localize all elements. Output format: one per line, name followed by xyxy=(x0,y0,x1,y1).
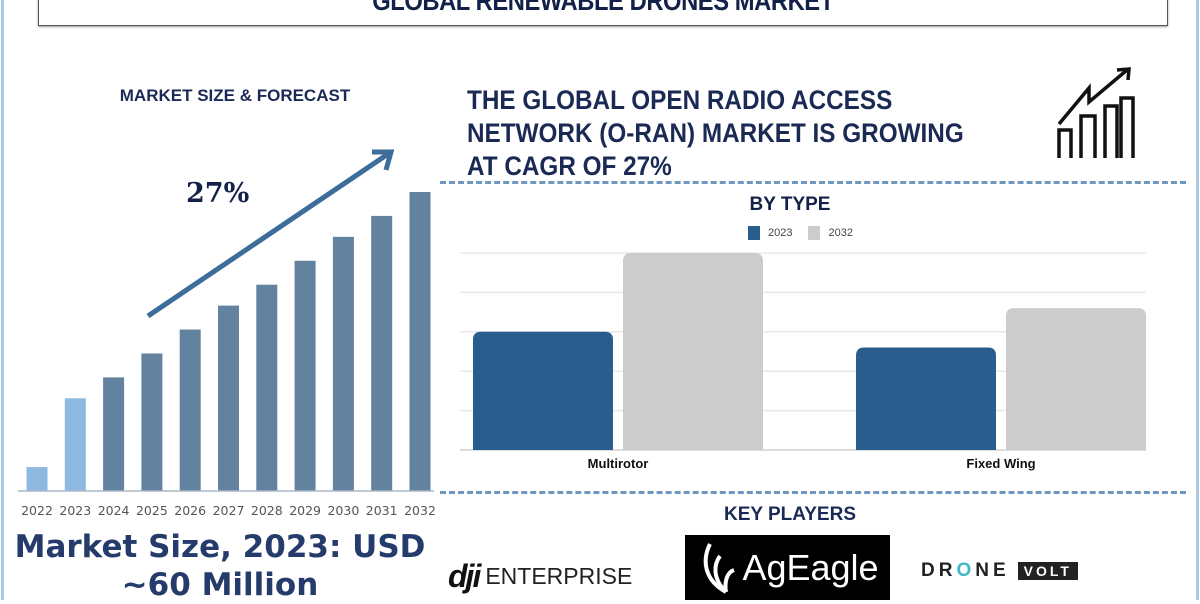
bar-2026 xyxy=(179,329,201,491)
cagr-label: 27% xyxy=(186,178,250,209)
cagr-headline: THE GLOBAL OPEN RADIO ACCESS NETWORK (O-… xyxy=(467,84,1007,183)
x-tick-label: 2032 xyxy=(404,503,436,518)
bar-2030 xyxy=(332,236,354,491)
legend-item-2032: 2032 xyxy=(808,226,853,240)
legend-label: 2032 xyxy=(828,227,853,239)
ageagle-logo: AgEagle xyxy=(685,535,890,600)
headline-line: NETWORK (O-RAN) MARKET IS GROWING xyxy=(467,118,964,148)
bar-2023 xyxy=(64,398,86,491)
chart-legend: 2023 2032 xyxy=(748,226,853,240)
x-tick-label: 2031 xyxy=(366,503,398,518)
bar-2027 xyxy=(218,305,239,491)
bar-2028 xyxy=(256,284,278,491)
drone-volt-logo: DRONE VOLT xyxy=(921,560,1078,582)
x-tick-label: 2023 xyxy=(59,503,91,518)
by-type-chart: Multirotor Fixed Wing xyxy=(460,252,1146,471)
legend-swatch xyxy=(748,226,760,240)
headline-line: THE GLOBAL OPEN RADIO ACCESS xyxy=(467,85,893,115)
x-tick-label: 2026 xyxy=(174,503,206,518)
page-title: GLOBAL RENEWABLE DRONES MARKET xyxy=(372,0,834,16)
market-size-forecast-title: MARKET SIZE & FORECAST xyxy=(119,86,351,105)
by-type-title: BY TYPE xyxy=(749,194,831,215)
frame-left-border xyxy=(1,0,4,600)
frame-right-border xyxy=(1196,0,1199,600)
market-size-text: Market Size, 2023: USD ~60 Million xyxy=(0,528,440,604)
headline-line: AT CAGR OF 27% xyxy=(467,151,672,181)
category-label: Fixed Wing xyxy=(966,456,1035,471)
legend-label: 2023 xyxy=(768,227,793,239)
arrow-head-icon xyxy=(372,149,395,171)
market-forecast-chart: 2022 2023 2024 2025 2026 2027 2028 2029 2030 2031… xyxy=(18,149,436,518)
x-tick-label: 2027 xyxy=(213,503,245,518)
growth-arrow-icon xyxy=(146,151,390,319)
x-tick-label: 2029 xyxy=(289,503,321,518)
bar-fixed-wing-2032 xyxy=(1006,308,1146,450)
bar-chart-growth-arrow-icon xyxy=(1057,67,1135,158)
x-tick-label: 2025 xyxy=(136,503,168,518)
bar-2032 xyxy=(409,192,431,491)
bar-fixed-wing-2023 xyxy=(856,347,996,450)
legend-swatch xyxy=(808,226,821,240)
bar-2029 xyxy=(294,260,316,491)
bar-2031 xyxy=(371,215,393,492)
x-tick-label: 2022 xyxy=(21,503,53,518)
category-label: Multirotor xyxy=(588,456,649,471)
bar-multirotor-2032 xyxy=(623,253,763,450)
market-size-line1: Market Size, 2023: USD xyxy=(14,529,426,565)
section-divider xyxy=(440,491,1186,494)
bar-2022 xyxy=(26,467,48,491)
dji-enterprise-logo: dji ENTERPRISE xyxy=(448,558,633,594)
eagle-wing-icon xyxy=(704,543,736,594)
bar-multirotor-2023 xyxy=(473,331,613,450)
x-tick-label: 2030 xyxy=(327,503,359,518)
legend-item-2023: 2023 xyxy=(748,226,792,240)
market-size-line2: ~60 Million xyxy=(121,567,319,603)
section-divider xyxy=(440,181,1186,184)
x-tick-label: 2024 xyxy=(98,503,130,518)
key-players-title: KEY PLAYERS xyxy=(724,504,856,525)
header-banner: GLOBAL RENEWABLE DRONES MARKET xyxy=(38,0,1168,26)
x-tick-label: 2028 xyxy=(251,503,283,518)
bar-2024 xyxy=(103,377,125,491)
bar-2025 xyxy=(141,353,163,491)
